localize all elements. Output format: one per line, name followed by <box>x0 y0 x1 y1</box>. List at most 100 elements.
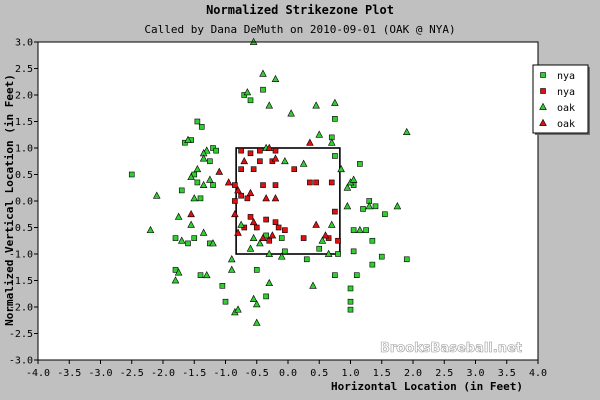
oak-green-triangle-point <box>177 236 186 244</box>
oak-green-triangle-point <box>249 294 258 302</box>
nya-red-square-point <box>291 166 298 172</box>
nya-red-square-point <box>257 147 263 154</box>
x-tick-label: 3.5 <box>498 368 516 379</box>
y-tick-label: 0.0 <box>15 197 33 208</box>
oak-green-triangle-point <box>259 69 267 77</box>
nya-green-square-point <box>219 282 226 289</box>
nya-red-square-point <box>266 237 273 244</box>
legend-label: oak <box>557 119 575 130</box>
nya-green-square-point <box>194 118 201 125</box>
nya-green-square-point <box>213 147 219 154</box>
oak-red-triangle-point <box>271 194 280 202</box>
legend: nya nya oak oak <box>532 64 590 135</box>
oak-red-triangle-point <box>265 143 274 151</box>
oak-green-triangle-point <box>281 157 289 165</box>
x-axis-label: Horizontal Location (in Feet) <box>331 380 523 393</box>
oak-green-triangle-point <box>202 270 211 279</box>
nya-red-square-point <box>253 224 260 231</box>
oak-green-triangle-point <box>343 202 352 210</box>
nya-red-square-point <box>232 182 238 188</box>
y-tick-label: -1.0 <box>9 250 33 261</box>
oak-red-triangle-point <box>262 194 270 202</box>
oak-green-triangle-point <box>187 172 195 181</box>
nya-green-square-point <box>332 272 338 279</box>
oak-green-triangle-point <box>265 101 274 109</box>
oak-green-triangle-point <box>271 74 280 82</box>
oak-green-triangle-point <box>277 252 286 260</box>
y-tick-label: 3.0 <box>15 38 33 49</box>
nya-green-square-point <box>185 240 191 247</box>
y-axis-label: Normalized Vertical Location (in Feet) <box>3 74 16 326</box>
oak-red-triangle-point <box>231 210 239 218</box>
x-tick-label: -3.5 <box>57 368 81 379</box>
nya-green-square-point <box>210 182 216 188</box>
nya-green-square-point <box>357 161 363 167</box>
oak-green-triangle-point <box>227 255 236 263</box>
x-tick-label: -1.0 <box>213 368 237 379</box>
oak-green-triangle-point <box>206 175 214 183</box>
x-tick-label: -1.5 <box>182 368 206 379</box>
nya-red-square-point <box>232 198 238 204</box>
nya-green-square-point <box>198 124 205 130</box>
nya-green-square-point <box>282 248 288 255</box>
nya-red-square-point <box>332 208 338 215</box>
nya-red-square-point <box>307 179 313 186</box>
oak-green-triangle-point <box>252 318 261 326</box>
oak-green-triangle-point <box>256 239 264 247</box>
legend-label: oak <box>557 103 575 114</box>
y-tick-label: -2.0 <box>9 303 33 314</box>
nya-red-square-point <box>282 227 288 233</box>
nya-red-square-point <box>272 219 279 225</box>
nya-green-square-point <box>332 153 338 159</box>
nya-green-square-point <box>347 285 354 292</box>
nya-green-square-point <box>178 187 185 194</box>
x-tick-label: 3.0 <box>466 368 484 379</box>
nya-red-square-point <box>335 237 341 244</box>
oak-green-triangle-point <box>146 225 155 234</box>
nya-red-square-point <box>250 166 257 172</box>
x-tick-label: 4.0 <box>529 368 547 379</box>
nya-green-square-point <box>172 235 179 241</box>
oak-green-triangle-point <box>174 268 183 276</box>
x-tick-label: 0.5 <box>310 368 328 379</box>
oak-green-triangle-point <box>202 146 211 154</box>
nya-red-square-point <box>238 147 244 154</box>
oak-green-triangle-point <box>174 212 183 220</box>
oak-red-triangle-point <box>268 231 277 239</box>
chart-subtitle: Called by Dana DeMuth on 2010-09-01 (OAK… <box>144 23 455 36</box>
y-tick-label: 1.5 <box>15 117 33 128</box>
nya-green-square-point <box>332 116 338 122</box>
oak-red-triangle-point <box>234 186 242 194</box>
nya-green-square-point <box>197 272 204 279</box>
oak-green-triangle-point <box>249 233 258 241</box>
oak-green-triangle-point <box>312 101 320 109</box>
nya-green-square-point <box>316 245 323 252</box>
nya-red-square-point <box>300 235 307 241</box>
x-tick-label: 1.0 <box>341 368 359 379</box>
oak-red-triangle-point <box>187 210 195 218</box>
y-axis-ticks: 3.0 2.5 2.0 1.5 1.0 0.5 0.0 -0.5 -1.0 -1.5 -2.0 -2.… <box>9 38 38 367</box>
nya-green-square-point <box>369 237 376 244</box>
oak-green-triangle-point <box>234 305 242 313</box>
oak-green-triangle-point <box>299 159 308 167</box>
oak-green-triangle-point <box>227 265 236 273</box>
nya-red-square-point <box>238 166 244 172</box>
nya-green-square-point <box>350 227 357 233</box>
oak-red-triangle-point <box>224 178 233 186</box>
oak-green-triangle-point <box>190 194 199 202</box>
x-tick-label: 0.0 <box>279 368 297 379</box>
nya-red-square-point <box>247 150 254 157</box>
nya-green-square-point <box>382 211 388 218</box>
oak-red-triangle-point <box>321 231 330 239</box>
y-tick-label: 2.5 <box>15 64 33 75</box>
oak-green-triangle-point <box>199 154 208 162</box>
nya-green-square-point <box>303 256 310 263</box>
nya-green-square-point <box>335 251 341 257</box>
y-tick-label: -2.5 <box>9 329 33 340</box>
chart-title: Normalized Strikezone Plot <box>206 3 394 17</box>
legend-marker <box>540 88 546 94</box>
x-tick-label: -2.5 <box>120 368 144 379</box>
oak-green-triangle-point <box>243 88 252 96</box>
nya-red-square-point <box>247 214 254 220</box>
nya-green-square-point <box>403 256 410 263</box>
